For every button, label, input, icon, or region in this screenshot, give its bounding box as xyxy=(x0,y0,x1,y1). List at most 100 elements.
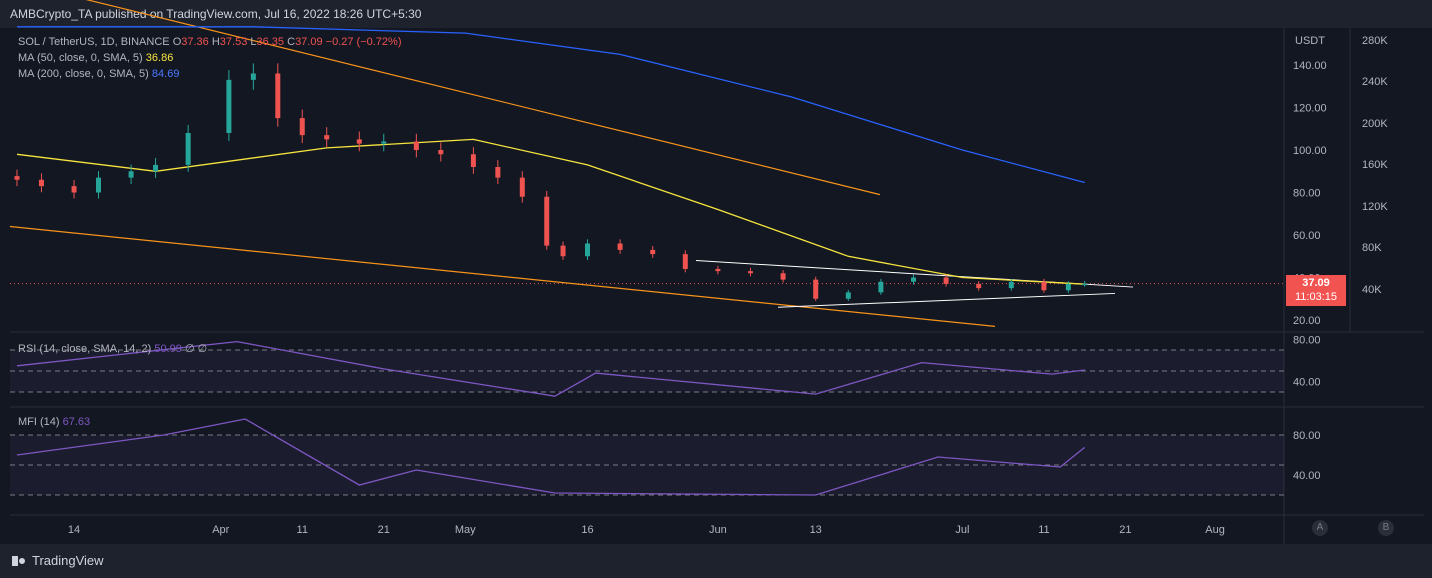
mfi-legend[interactable]: MFI (14) 67.63 xyxy=(18,416,90,428)
scale-b-button[interactable]: B xyxy=(1378,520,1394,536)
candle[interactable] xyxy=(128,171,134,178)
volume-tick-label: 160K xyxy=(1362,159,1388,171)
candle[interactable] xyxy=(519,177,525,197)
close-value: 37.09 xyxy=(295,36,323,48)
candle[interactable] xyxy=(1082,283,1088,286)
time-tick-label: Jun xyxy=(709,524,727,536)
ma50-row[interactable]: MA (50, close, 0, SMA, 5) 36.86 xyxy=(18,50,402,66)
candle[interactable] xyxy=(650,249,656,255)
low-value: 36.35 xyxy=(256,36,285,48)
volume-tick-label: 80K xyxy=(1362,242,1382,254)
change-value: −0.27 (−0.72%) xyxy=(325,36,402,48)
candle[interactable] xyxy=(250,73,256,80)
candle[interactable] xyxy=(413,141,419,151)
high-label: H xyxy=(211,36,220,48)
mfi-value: 67.63 xyxy=(62,416,91,428)
candle[interactable] xyxy=(715,269,721,272)
scale-auto-button[interactable]: A xyxy=(1312,520,1328,536)
candle[interactable] xyxy=(470,154,476,167)
candle[interactable] xyxy=(911,277,916,282)
candle[interactable] xyxy=(617,243,623,250)
price-axis-unit: USDT xyxy=(1295,35,1325,47)
candle[interactable] xyxy=(813,279,819,299)
chart-area[interactable] xyxy=(0,28,1432,544)
time-tick-label: Apr xyxy=(212,524,229,536)
candle[interactable] xyxy=(943,277,949,284)
symbol-label: SOL / TetherUS, 1D, BINANCE xyxy=(18,36,170,48)
mfi-line[interactable] xyxy=(16,418,1086,496)
tradingview-brand: TradingView xyxy=(32,553,104,568)
time-tick-label: Aug xyxy=(1205,524,1225,536)
candle[interactable] xyxy=(878,281,884,293)
time-tick-label: 14 xyxy=(68,524,80,536)
time-tick-label: 11 xyxy=(297,524,308,536)
price-tick-label: 80.00 xyxy=(1293,188,1321,200)
mfi-tick-label: 80.00 xyxy=(1293,430,1321,442)
rsi-value-2: ∅ xyxy=(184,343,195,355)
candle[interactable] xyxy=(585,243,590,257)
price-tick-label: 120.00 xyxy=(1293,103,1327,115)
time-tick-label: 21 xyxy=(1119,524,1131,536)
price-tick-label: 140.00 xyxy=(1293,60,1327,72)
tradingview-icon xyxy=(12,555,26,566)
mfi-band xyxy=(10,435,1284,495)
rsi-line[interactable] xyxy=(16,340,1085,397)
channel-lower-line[interactable] xyxy=(9,225,996,327)
mfi-label: MFI (14) xyxy=(18,416,60,428)
candle[interactable] xyxy=(1041,281,1047,291)
rsi-tick-label: 80.00 xyxy=(1293,335,1321,347)
candle[interactable] xyxy=(153,164,159,172)
symbol-row: SOL / TetherUS, 1D, BINANCE O37.36 H37.5… xyxy=(18,34,402,50)
last-price-tag: 37.09 11:03:15 xyxy=(1286,275,1346,306)
footer-bar: TradingView xyxy=(0,544,1432,578)
candle[interactable] xyxy=(780,273,786,280)
candle[interactable] xyxy=(544,196,550,246)
candle[interactable] xyxy=(682,254,688,269)
price-tick-label: 100.00 xyxy=(1293,145,1327,157)
candle[interactable] xyxy=(226,79,232,133)
candle[interactable] xyxy=(1065,283,1071,291)
candle[interactable] xyxy=(845,292,851,299)
candle[interactable] xyxy=(438,150,444,155)
candle[interactable] xyxy=(185,133,191,165)
countdown-value: 11:03:15 xyxy=(1294,291,1337,303)
rsi-legend[interactable]: RSI (14, close, SMA, 14, 2) 50.99 ∅ ∅ xyxy=(18,342,207,355)
candle[interactable] xyxy=(1008,281,1014,289)
rsi-value: 50.99 xyxy=(154,343,182,355)
candle[interactable] xyxy=(381,141,387,144)
candle[interactable] xyxy=(38,179,44,187)
volume-tick-label: 40K xyxy=(1362,284,1382,296)
ma200-row[interactable]: MA (200, close, 0, SMA, 5) 84.69 xyxy=(18,66,402,82)
ma200-value: 84.69 xyxy=(151,68,180,80)
main-legend: SOL / TetherUS, 1D, BINANCE O37.36 H37.5… xyxy=(18,34,402,82)
candle[interactable] xyxy=(96,177,101,193)
price-tick-label: 60.00 xyxy=(1293,230,1321,242)
candle[interactable] xyxy=(748,271,753,274)
volume-tick-label: 240K xyxy=(1362,76,1388,88)
candle[interactable] xyxy=(560,245,566,257)
candle[interactable] xyxy=(324,135,330,140)
candle[interactable] xyxy=(976,283,982,289)
tradingview-logo[interactable]: TradingView xyxy=(12,553,104,568)
time-tick-label: 16 xyxy=(581,524,593,536)
time-tick-label: 21 xyxy=(378,524,390,536)
candle[interactable] xyxy=(71,186,77,193)
candle[interactable] xyxy=(275,73,281,119)
mfi-tick-label: 40.00 xyxy=(1293,470,1321,482)
candle[interactable] xyxy=(299,118,305,136)
close-label: C xyxy=(287,36,296,48)
channel-upper-line[interactable] xyxy=(50,0,881,196)
ma50-value: 36.86 xyxy=(145,52,174,64)
ma200-line[interactable] xyxy=(17,26,1085,184)
candle[interactable] xyxy=(356,139,362,144)
triangle-lower-line[interactable] xyxy=(777,292,1116,308)
time-tick-label: May xyxy=(455,524,476,536)
low-label: L xyxy=(250,36,257,48)
candle[interactable] xyxy=(495,167,501,178)
rsi-value-3: ∅ xyxy=(197,343,208,355)
candle[interactable] xyxy=(14,176,20,180)
ma50-line[interactable] xyxy=(16,138,1085,285)
volume-tick-label: 120K xyxy=(1362,201,1388,213)
